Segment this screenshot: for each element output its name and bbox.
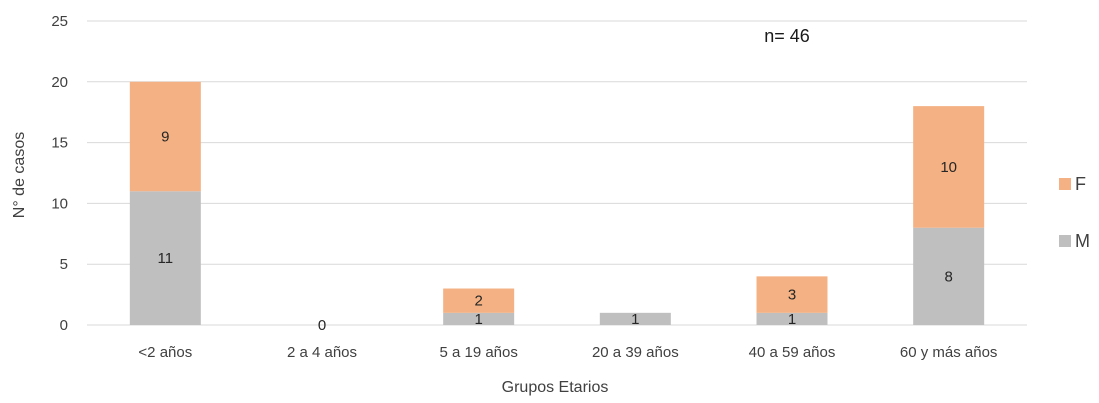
- y-tick-label: 15: [51, 135, 68, 152]
- data-label-m-4: 1: [788, 311, 796, 328]
- bars: [129, 81, 985, 325]
- y-tick-label: 0: [60, 317, 68, 334]
- data-label-f-5: 10: [940, 159, 957, 176]
- legend-swatch-m: [1059, 235, 1071, 247]
- x-tick-label: 40 a 59 años: [749, 344, 836, 361]
- bar-m-2: [443, 312, 515, 325]
- x-tick-label: <2 años: [138, 344, 192, 361]
- bar-f-5: [913, 106, 985, 228]
- data-label-m-1: 0: [318, 317, 326, 334]
- x-tick-label: 60 y más años: [900, 344, 998, 361]
- sample-size-annotation: n= 46: [764, 26, 810, 46]
- x-axis-title: Grupos Etarios: [502, 379, 609, 396]
- y-tick-label: 20: [51, 74, 68, 91]
- data-label-f-2: 2: [474, 293, 482, 310]
- y-tick-label: 10: [51, 195, 68, 212]
- legend: F M: [1059, 174, 1090, 251]
- bar-f-0: [129, 81, 201, 192]
- gridlines: [87, 20, 1027, 326]
- x-tick-label: 5 a 19 años: [439, 344, 517, 361]
- bar-m-0: [129, 191, 201, 325]
- x-axis-ticks: <2 años 2 a 4 años 5 a 19 años 20 a 39 años…: [138, 344, 997, 361]
- data-label-m-3: 1: [631, 311, 639, 328]
- y-tick-label: 25: [51, 13, 68, 30]
- y-tick-label: 5: [60, 256, 68, 273]
- x-tick-label: 2 a 4 años: [287, 344, 357, 361]
- legend-label-m: M: [1075, 231, 1090, 251]
- legend-label-f: F: [1075, 174, 1086, 194]
- y-axis-ticks: 0 5 10 15 20 25: [51, 13, 68, 334]
- legend-swatch-f: [1059, 178, 1071, 190]
- bar-m-4: [756, 312, 828, 325]
- y-axis-title: N° de casos: [11, 132, 28, 218]
- bar-f-4: [756, 276, 828, 313]
- data-label-f-0: 9: [161, 129, 169, 146]
- bar-m-3: [599, 312, 671, 325]
- data-label-m-2: 1: [474, 311, 482, 328]
- x-tick-label: 20 a 39 años: [592, 344, 679, 361]
- data-label-m-5: 8: [944, 268, 952, 285]
- data-label-f-4: 3: [788, 287, 796, 304]
- bar-f-2: [443, 288, 515, 313]
- bar-m-5: [913, 227, 985, 325]
- data-label-m-0: 11: [158, 250, 174, 267]
